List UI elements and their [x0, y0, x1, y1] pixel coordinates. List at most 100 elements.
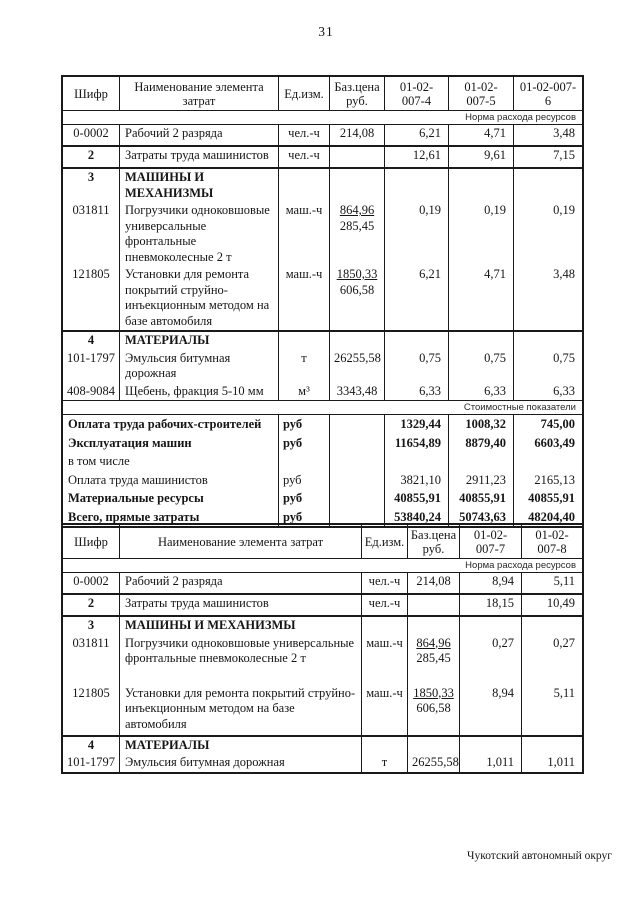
table1-header-code: Шифр: [74, 86, 108, 101]
price-base: 285,45: [416, 651, 451, 665]
table1-header-price: Баз.цена руб.: [329, 77, 384, 110]
table1-row-worker: 0-0002 Рабочий 2 разряда чел.-ч 214,08 6…: [63, 125, 582, 147]
price-base: 285,45: [339, 218, 375, 233]
cost-value: 2165,13: [513, 470, 582, 489]
cost-label: Материальные ресурсы: [68, 491, 204, 505]
table2-resource-band: Норма расхода ресурсов: [63, 559, 582, 573]
row-price: 3343,48: [329, 382, 384, 400]
table2-row-machinists: 2 Затраты труда машинистов чел.-ч 18,15 …: [63, 595, 582, 617]
row-code: 408-9084: [67, 383, 115, 398]
section-title: МАТЕРИАЛЫ: [119, 736, 361, 754]
row-value: 5,11: [521, 684, 582, 735]
cost-unit: руб: [278, 415, 329, 434]
table1-cost-band: Стоимостные показатели: [63, 401, 582, 415]
cost-unit: руб: [278, 507, 329, 526]
row-value: 6,21: [384, 266, 448, 330]
table2-row-emulsion: 101-1797 Эмульсия битумная дорожная т 26…: [63, 754, 582, 772]
cost-value: 48204,40: [513, 507, 582, 526]
row-price-fraction: 864,96 285,45: [407, 634, 459, 685]
row-code: 121805: [72, 267, 110, 281]
table2-row-worker: 0-0002 Рабочий 2 разряда чел.-ч 214,08 8…: [63, 573, 582, 595]
table2-section-machines: 3 МАШИНЫ И МЕХАНИЗМЫ: [63, 617, 582, 635]
row-value: 6,21: [384, 125, 448, 145]
row-value: 0,19: [513, 202, 582, 266]
table1-section-machines: 3 МАШИНЫ И МЕХАНИЗМЫ: [63, 169, 582, 202]
section-code: 3: [87, 170, 95, 184]
table2-row-loader: 031811 Погрузчики одноковшовые универсал…: [63, 634, 582, 685]
cost-label: Оплата труда машинистов: [68, 472, 208, 487]
row-code: 2: [87, 596, 95, 610]
table1-header-col1: 01-02-007-4: [384, 77, 448, 110]
row-code: 101-1797: [67, 755, 115, 769]
row-value: 6,33: [513, 382, 582, 400]
cost-band-label: Стоимостные показатели: [463, 402, 576, 413]
cost-unit: руб: [278, 489, 329, 508]
cost-value: 11654,89: [384, 433, 448, 452]
row-price: [329, 147, 384, 167]
cost-table-2: Шифр Наименование элемента затрат Ед.изм…: [61, 523, 584, 774]
cost-value: 53840,24: [384, 507, 448, 526]
row-value: 3,48: [513, 125, 582, 145]
cost-table-1: Шифр Наименование элемента затрат Ед.изм…: [61, 75, 584, 528]
row-value: 1,011: [521, 754, 582, 772]
cost-value: 40855,91: [513, 489, 582, 508]
row-value: 4,71: [448, 125, 513, 145]
row-name: Щебень, фракция 5-10 мм: [119, 382, 278, 400]
cost-row-machinists-pay: Оплата труда машинистов руб 3821,10 2911…: [63, 470, 582, 489]
resource-band-label: Норма расхода ресурсов: [465, 560, 576, 571]
table1-header-name: Наименование элемента затрат: [119, 77, 278, 110]
section-code: 4: [87, 333, 95, 347]
row-name: Затраты труда машинистов: [119, 147, 278, 167]
table1-row-emulsion: 101-1797 Эмульсия битумная дорожная т 26…: [63, 349, 582, 383]
table2-header-row: Шифр Наименование элемента затрат Ед.изм…: [63, 525, 582, 559]
row-name: Рабочий 2 разряда: [119, 125, 278, 145]
row-value: 0,75: [513, 349, 582, 383]
row-unit: маш.-ч: [278, 202, 329, 266]
row-value: 0,27: [459, 634, 521, 685]
cost-label: Всего, прямые затраты: [68, 509, 200, 524]
price-current: 864,96: [339, 203, 375, 217]
row-value: 9,61: [448, 147, 513, 167]
row-code: 2: [87, 148, 95, 162]
row-unit: чел.-ч: [361, 573, 407, 593]
row-name: Эмульсия битумная дорожная: [119, 754, 361, 772]
cost-value: 40855,91: [384, 489, 448, 508]
cost-value: 40855,91: [448, 489, 513, 508]
cost-value: 50743,63: [448, 507, 513, 526]
row-name: Погрузчики одноковшовые универсальные фр…: [119, 634, 361, 685]
section-title: МАШИНЫ И МЕХАНИЗМЫ: [119, 617, 361, 635]
row-name: Установки для ремонта покрытий струйно-и…: [119, 684, 361, 735]
row-price: 26255,58: [407, 754, 459, 772]
table2-section-materials: 4 МАТЕРИАЛЫ: [63, 736, 582, 754]
row-code: 031811: [72, 203, 110, 217]
row-unit: чел.-ч: [278, 125, 329, 145]
section-code: 3: [87, 618, 95, 632]
cost-label: в том числе: [68, 454, 130, 468]
resource-band-label: Норма расхода ресурсов: [465, 112, 576, 123]
row-code: 0-0002: [73, 126, 109, 140]
table2-header-price: Баз.цена руб.: [407, 525, 459, 558]
row-value: 1,011: [459, 754, 521, 772]
section-title: МАТЕРИАЛЫ: [119, 332, 278, 350]
cost-label: Эксплуатация машин: [68, 435, 192, 450]
row-name: Погрузчики одноковшовые универсальные фр…: [119, 202, 278, 266]
row-name: Установки для ремонта покрытий струйно-и…: [119, 266, 278, 330]
table1-row-machinists: 2 Затраты труда машинистов чел.-ч 12,61 …: [63, 147, 582, 169]
row-unit: м³: [278, 382, 329, 400]
table1-header-unit: Ед.изм.: [278, 77, 329, 110]
cost-value: 1329,44: [384, 415, 448, 434]
cost-row-total: Всего, прямые затраты руб 53840,24 50743…: [63, 507, 582, 526]
row-value: 5,11: [521, 573, 582, 593]
row-value: 6,33: [384, 382, 448, 400]
cost-row-machines: Эксплуатация машин руб 11654,89 8879,40 …: [63, 433, 582, 452]
row-price: 214,08: [407, 573, 459, 593]
table2-header-col2: 01-02-007-8: [521, 525, 582, 558]
cost-row-including: в том числе: [63, 452, 582, 471]
cost-unit: руб: [278, 470, 329, 489]
table2-header-name: Наименование элемента затрат: [119, 525, 361, 558]
price-base: 606,58: [339, 282, 375, 297]
row-unit: маш.-ч: [361, 634, 407, 685]
row-price-fraction: 1850,33 606,58: [407, 684, 459, 735]
row-code: 031811: [72, 635, 110, 650]
